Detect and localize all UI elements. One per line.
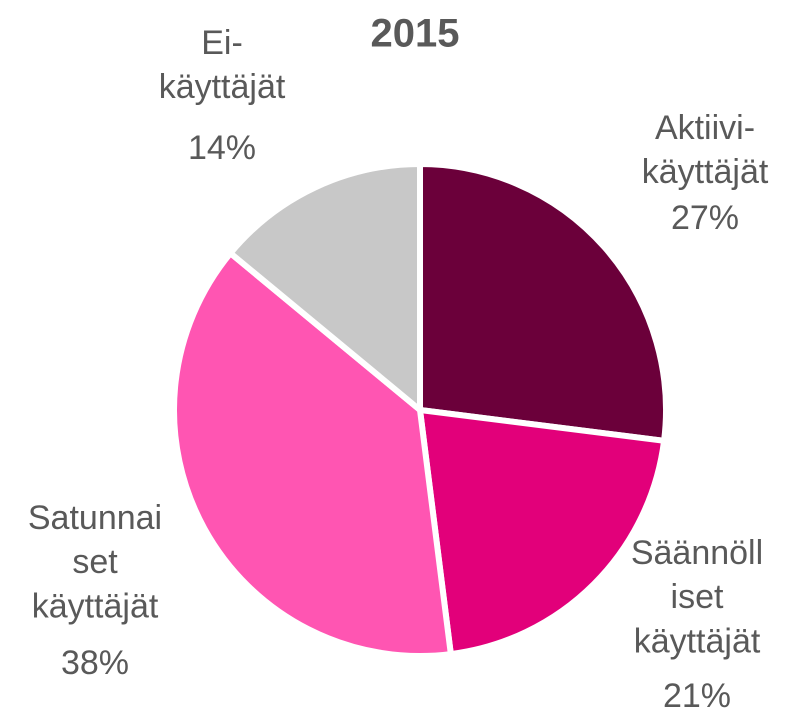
slice-label: Aktiivi-käyttäjät <box>642 109 769 191</box>
pie-slice <box>417 407 668 658</box>
pie-slice <box>417 161 669 444</box>
pie-slice <box>171 250 454 659</box>
slice-value-label: 21% <box>663 677 731 715</box>
slice-value-label: 27% <box>671 199 739 237</box>
slice-value-label: 38% <box>61 644 129 682</box>
slice-label: Ei-käyttäjät <box>159 24 286 106</box>
slice-label: Säännöll iset käyttäjät <box>631 534 763 660</box>
slice-value-label: 14% <box>188 129 256 167</box>
slice-label: Satunnai set käyttäjät <box>28 499 162 625</box>
pie-slice <box>227 161 423 413</box>
chart-title: 2015 <box>371 12 460 56</box>
